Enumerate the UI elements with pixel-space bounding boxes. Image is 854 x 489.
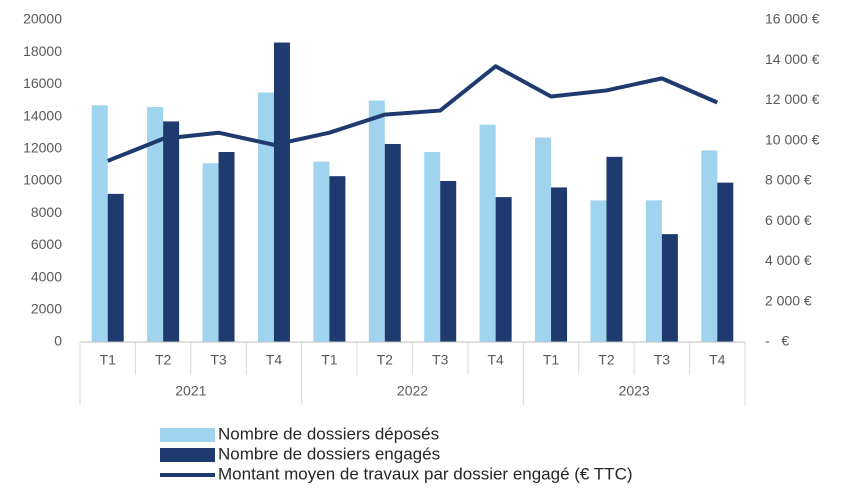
bar <box>147 106 164 342</box>
x-tick-label: T2 <box>377 352 394 368</box>
legend-label: Nombre de dossiers engagés <box>218 444 440 463</box>
y-tick-label: 18000 <box>23 43 62 59</box>
legend-label: Nombre de dossiers déposés <box>218 424 439 443</box>
y-tick-label: 4000 <box>31 268 62 284</box>
y-tick-label: 8000 <box>31 204 62 220</box>
year-label: 2022 <box>397 383 428 399</box>
bar <box>329 176 346 342</box>
bar <box>163 121 180 343</box>
bar <box>91 105 108 342</box>
y2-tick-label: 2 000 € <box>765 292 812 308</box>
y2-tick-label: 12 000 € <box>765 91 820 107</box>
x-tick-label: T2 <box>155 352 172 368</box>
x-tick-label: T1 <box>543 352 560 368</box>
legend-label: Montant moyen de travaux par dossier eng… <box>218 464 633 483</box>
bar <box>535 137 552 342</box>
bar <box>218 152 235 342</box>
bar <box>424 152 441 342</box>
y-tick-label: 6000 <box>31 236 62 252</box>
y2-tick-label: 8 000 € <box>765 172 812 188</box>
y2-tick-label: 6 000 € <box>765 212 812 228</box>
y-tick-label: 16000 <box>23 75 62 91</box>
x-tick-label: T2 <box>598 352 615 368</box>
x-tick-label: T1 <box>321 352 338 368</box>
x-tick-label: T3 <box>654 352 671 368</box>
x-tick-label: T4 <box>266 352 283 368</box>
y2-tick-label: - € <box>765 333 789 349</box>
bar <box>313 161 330 342</box>
bar <box>606 156 623 342</box>
bar <box>701 150 718 342</box>
bar <box>479 124 496 343</box>
x-tick-label: T3 <box>210 352 227 368</box>
y-tick-label: 12000 <box>23 140 62 156</box>
bar <box>717 182 734 342</box>
bar <box>551 187 568 342</box>
x-tick-label: T4 <box>709 352 726 368</box>
bar <box>202 163 219 342</box>
bar <box>661 234 678 342</box>
y2-tick-label: 4 000 € <box>765 252 812 268</box>
line <box>106 64 719 163</box>
bar <box>273 42 290 342</box>
y-tick-label: 2000 <box>31 301 62 317</box>
x-tick-label: T4 <box>487 352 504 368</box>
y-tick-label: 0 <box>54 333 62 349</box>
bar <box>368 100 385 342</box>
x-tick-label: T1 <box>100 352 117 368</box>
bar <box>257 92 274 342</box>
y-tick-label: 20000 <box>23 11 62 27</box>
bar <box>440 181 457 342</box>
legend-swatch <box>160 428 215 442</box>
x-tick-label: T3 <box>432 352 449 368</box>
y2-tick-label: 10 000 € <box>765 131 820 147</box>
bar <box>495 197 512 342</box>
y-tick-label: 10000 <box>23 172 62 188</box>
bar <box>107 193 124 342</box>
bar <box>384 143 401 342</box>
year-label: 2023 <box>619 383 650 399</box>
bar <box>590 200 607 342</box>
bar <box>645 200 662 342</box>
legend-swatch <box>160 448 215 462</box>
year-label: 2021 <box>175 383 206 399</box>
y-tick-label: 14000 <box>23 107 62 123</box>
y2-tick-label: 14 000 € <box>765 51 820 67</box>
y2-tick-label: 16 000 € <box>765 11 820 27</box>
